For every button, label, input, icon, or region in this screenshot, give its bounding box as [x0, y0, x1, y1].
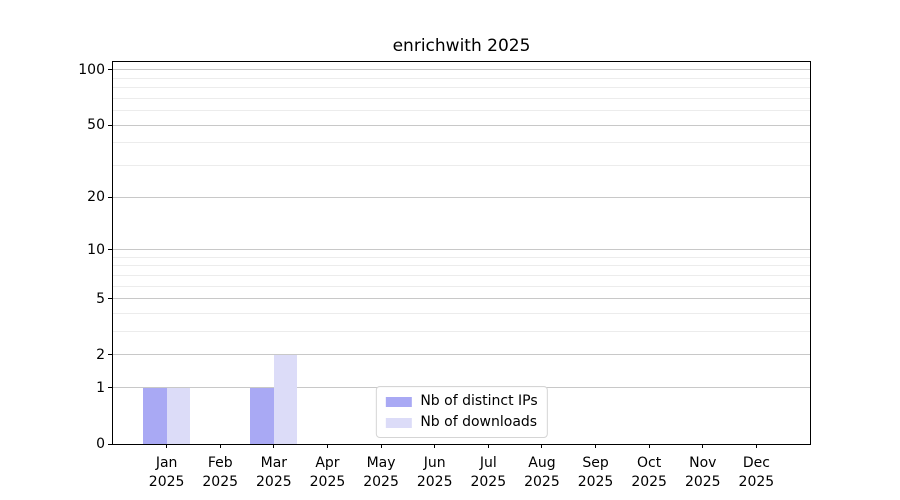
x-tick-mark: [595, 444, 597, 448]
y-tick-label: 50: [87, 117, 105, 134]
legend-item-downloads: Nb of downloads: [385, 413, 537, 432]
x-tick-year: 2025: [202, 474, 239, 490]
x-tick-mark: [648, 444, 650, 448]
x-tick-month: Jul: [479, 455, 497, 471]
x-tick-year: 2025: [577, 474, 614, 490]
x-tick-label: May 2025: [349, 454, 413, 492]
x-tick-month: Aug: [528, 455, 556, 471]
x-tick-month: Oct: [637, 455, 662, 471]
x-tick-month: May: [366, 455, 396, 471]
y-tick-mark: [108, 124, 112, 126]
x-tick-year: 2025: [684, 474, 721, 490]
gridline-major: [113, 196, 810, 198]
x-tick-label: Jun 2025: [403, 454, 467, 492]
legend-swatch-downloads: [385, 417, 412, 428]
y-tick-mark: [108, 196, 112, 198]
y-tick-label: 5: [96, 290, 105, 307]
x-tick-label: Jul 2025: [456, 454, 520, 492]
x-tick-mark: [487, 444, 489, 448]
gridline-minor: [113, 331, 810, 333]
x-tick-label: Mar 2025: [242, 454, 306, 492]
chart-title: enrichwith 2025: [392, 36, 531, 56]
x-tick-mark: [434, 444, 436, 448]
x-tick-mark: [702, 444, 704, 448]
gridline-major: [113, 69, 810, 71]
x-tick-label: Nov 2025: [671, 454, 735, 492]
x-tick-mark: [755, 444, 757, 448]
gridline-major: [113, 249, 810, 250]
bar-nb-of-downloads-jan: [166, 387, 191, 444]
bar-nb-of-downloads-mar: [273, 354, 298, 444]
x-tick-year: 2025: [148, 474, 185, 490]
y-tick-mark: [108, 69, 112, 71]
x-tick-mark: [541, 444, 543, 448]
legend-item-distinct-ips: Nb of distinct IPs: [385, 392, 538, 411]
plot-inner: Nb of distinct IPs Nb of downloads 0 1 2 5 1…: [78, 62, 810, 490]
legend-label-distinct-ips: Nb of distinct IPs: [420, 393, 538, 409]
gridline-minor: [113, 110, 810, 112]
x-tick-month: Jan: [155, 455, 178, 471]
y-tick-mark: [108, 387, 112, 389]
y-tick-label: 10: [87, 241, 105, 258]
gridline-minor: [113, 164, 810, 166]
gridline-minor: [113, 312, 810, 314]
gridline-minor: [113, 142, 810, 144]
gridline-minor: [113, 274, 810, 276]
gridline-minor: [113, 256, 810, 258]
x-tick-label: Sep 2025: [564, 454, 628, 492]
x-tick-month: Dec: [742, 455, 770, 471]
gridline-minor: [113, 285, 810, 287]
y-tick-mark: [108, 249, 112, 250]
bar-nb-of-distinct-ips-mar: [250, 387, 274, 444]
y-tick-label: 1: [96, 379, 105, 396]
y-tick-mark: [108, 354, 112, 356]
plot-area: Nb of distinct IPs Nb of downloads 0 1 2 5 1…: [78, 61, 811, 490]
x-tick-month: Nov: [689, 455, 717, 471]
x-tick-year: 2025: [363, 474, 399, 490]
x-tick-year: 2025: [631, 474, 667, 490]
gridline-minor: [113, 97, 810, 99]
x-tick-month: Sep: [582, 455, 609, 471]
x-tick-label: Jan 2025: [135, 454, 199, 492]
x-tick-year: 2025: [309, 474, 346, 490]
y-tick-label: 20: [87, 189, 105, 206]
y-tick-label: 0: [96, 436, 105, 452]
bar-nb-of-distinct-ips-jan: [143, 387, 167, 444]
legend: Nb of distinct IPs Nb of downloads: [375, 386, 548, 438]
y-tick-label: 100: [78, 61, 105, 78]
y-tick-mark: [108, 298, 112, 300]
gridline-minor: [113, 265, 810, 267]
x-tick-year: 2025: [256, 474, 292, 490]
gridline-major: [113, 298, 810, 300]
x-tick-label: Feb 2025: [188, 454, 252, 492]
gridline-minor: [113, 77, 810, 79]
x-tick-year: 2025: [738, 474, 775, 490]
x-tick-year: 2025: [470, 474, 507, 490]
x-tick-month: Apr: [315, 455, 340, 471]
gridline-minor: [113, 87, 810, 89]
x-tick-month: Mar: [260, 455, 288, 471]
gridline-major: [113, 354, 810, 356]
x-tick-label: Apr 2025: [295, 454, 359, 492]
x-tick-year: 2025: [524, 474, 560, 490]
x-tick-mark: [273, 444, 275, 448]
x-tick-mark: [219, 444, 221, 448]
x-tick-mark: [166, 444, 168, 448]
y-tick-mark: [108, 443, 112, 445]
x-tick-label: Aug 2025: [510, 454, 574, 492]
x-tick-label: Dec 2025: [724, 454, 788, 492]
gridline-major: [113, 124, 810, 126]
x-tick-mark: [326, 444, 328, 448]
x-tick-mark: [380, 444, 382, 448]
x-tick-month: Feb: [207, 455, 233, 471]
x-tick-month: Jun: [423, 455, 446, 471]
y-tick-label: 2: [96, 346, 105, 363]
legend-label-downloads: Nb of downloads: [420, 414, 538, 430]
x-tick-label: Oct 2025: [617, 454, 681, 492]
x-tick-year: 2025: [416, 474, 453, 490]
legend-swatch-distinct-ips: [385, 396, 412, 407]
